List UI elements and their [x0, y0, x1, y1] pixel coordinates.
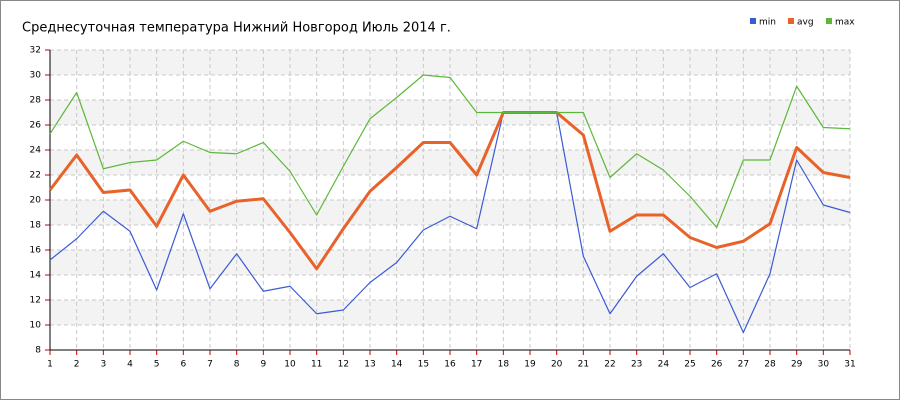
y-tick-label: 30 — [30, 71, 42, 81]
x-tick-label: 28 — [764, 360, 776, 370]
legend-swatch — [750, 18, 756, 24]
x-tick-label: 11 — [311, 360, 322, 370]
y-tick-label: 26 — [30, 121, 42, 131]
legend-label: max — [835, 18, 855, 28]
y-tick-label: 22 — [30, 171, 41, 181]
chart-title: Среднесуточная температура Нижний Новгор… — [22, 21, 451, 36]
x-tick-label: 23 — [631, 360, 642, 370]
x-tick-label: 20 — [551, 360, 563, 370]
x-tick-label: 18 — [498, 360, 510, 370]
x-tick-label: 19 — [524, 360, 536, 370]
x-tick-label: 13 — [364, 360, 375, 370]
y-tick-label: 16 — [30, 246, 42, 256]
legend-swatch — [826, 18, 832, 24]
legend-swatch — [788, 18, 794, 24]
y-tick-label: 28 — [30, 96, 42, 106]
x-tick-label: 6 — [180, 360, 186, 370]
x-tick-label: 9 — [260, 360, 266, 370]
x-tick-label: 8 — [234, 360, 240, 370]
x-tick-label: 17 — [471, 360, 482, 370]
x-tick-label: 30 — [818, 360, 830, 370]
x-tick-label: 27 — [738, 360, 749, 370]
x-tick-label: 26 — [711, 360, 723, 370]
legend-label: avg — [797, 18, 814, 28]
x-tick-label: 2 — [74, 360, 80, 370]
y-tick-label: 10 — [30, 321, 42, 331]
series-line — [49, 74, 851, 229]
x-tick-label: 10 — [284, 360, 296, 370]
y-tick-label: 8 — [35, 346, 41, 356]
x-tick-label: 31 — [844, 360, 855, 370]
series-line — [48, 111, 851, 271]
x-tick-label: 3 — [100, 360, 106, 370]
y-tick-label: 18 — [30, 221, 42, 231]
x-tick-label: 29 — [791, 360, 803, 370]
x-tick-label: 1 — [47, 360, 53, 370]
x-tick-label: 12 — [338, 360, 349, 370]
x-tick-label: 16 — [444, 360, 456, 370]
x-tick-label: 4 — [127, 360, 133, 370]
x-tick-label: 14 — [391, 360, 403, 370]
y-tick-label: 20 — [30, 196, 42, 206]
x-tick-label: 15 — [418, 360, 429, 370]
x-tick-label: 5 — [154, 360, 160, 370]
x-tick-label: 25 — [684, 360, 695, 370]
y-tick-label: 24 — [30, 146, 42, 156]
series-line — [49, 111, 851, 334]
x-tick-label: 21 — [578, 360, 589, 370]
y-tick-label: 12 — [30, 296, 41, 306]
x-tick-label: 7 — [207, 360, 213, 370]
band — [50, 50, 850, 75]
x-tick-label: 24 — [658, 360, 670, 370]
x-tick-label: 22 — [604, 360, 615, 370]
y-tick-label: 32 — [30, 46, 41, 56]
y-tick-label: 14 — [30, 271, 42, 281]
legend-label: min — [759, 18, 776, 28]
